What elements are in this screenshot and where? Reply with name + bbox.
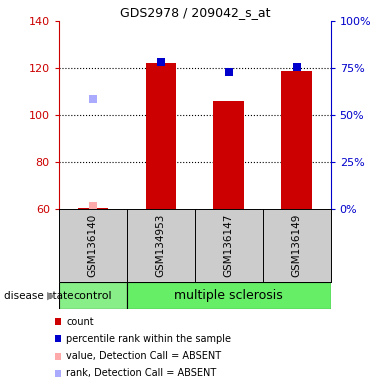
Point [90, 204, 96, 210]
Text: value, Detection Call = ABSENT: value, Detection Call = ABSENT [66, 351, 222, 361]
Bar [59, 282, 127, 309]
Point [226, 69, 232, 75]
Text: multiple sclerosis: multiple sclerosis [174, 289, 283, 302]
Text: GSM136147: GSM136147 [224, 214, 234, 278]
Point [158, 59, 164, 65]
Bar [146, 63, 176, 209]
Bar [127, 282, 331, 309]
Point [294, 64, 300, 70]
Title: GDS2978 / 209042_s_at: GDS2978 / 209042_s_at [119, 5, 270, 18]
Text: rank, Detection Call = ABSENT: rank, Detection Call = ABSENT [66, 368, 217, 379]
Text: GSM136149: GSM136149 [291, 214, 302, 278]
Bar [214, 101, 244, 209]
Text: GSM134953: GSM134953 [156, 214, 166, 278]
Text: count: count [66, 316, 94, 327]
Text: ▶: ▶ [47, 291, 55, 301]
Bar [281, 71, 312, 209]
Text: percentile rank within the sample: percentile rank within the sample [66, 334, 231, 344]
Point [90, 96, 96, 102]
Text: GSM136140: GSM136140 [88, 214, 98, 277]
Text: control: control [74, 291, 112, 301]
Text: disease state: disease state [4, 291, 73, 301]
